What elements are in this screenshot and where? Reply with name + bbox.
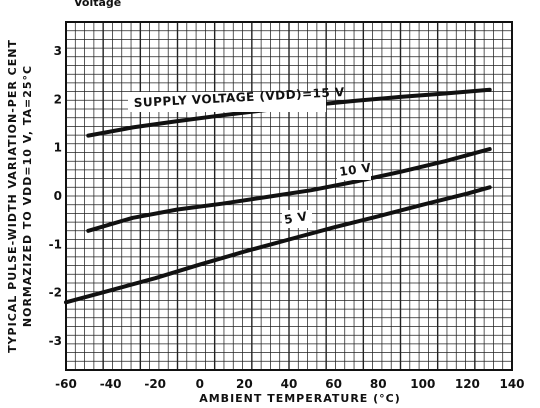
y-tick-label: 3 [54, 44, 62, 58]
x-tick-label: 60 [325, 377, 342, 391]
series-label-5v: 5 V [283, 209, 309, 227]
plot-frame [65, 21, 513, 371]
y-axis-label-line1: TYPICAL PULSE-WIDTH VARIATION-PER CENT [6, 39, 19, 353]
label-bg-10v [337, 162, 371, 180]
label-bg-15v [128, 92, 326, 112]
series-label-10v: 10 V [338, 161, 372, 179]
y-tick-labels: 3 2 1 0 -1 -2 -3 [49, 44, 62, 348]
x-tick-label: -60 [55, 377, 77, 391]
x-tick-label: 80 [370, 377, 387, 391]
chart-grid [66, 22, 512, 370]
y-tick-label: 2 [54, 92, 62, 106]
y-tick-label: 1 [54, 141, 62, 155]
x-tick-label: -40 [100, 377, 122, 391]
y-tick-label: -2 [49, 286, 62, 300]
series-line-1 [86, 147, 492, 233]
x-tick-labels: -60 -40 -20 0 20 40 60 80 100 120 140 [55, 377, 524, 391]
x-tick-label: 20 [236, 377, 253, 391]
series-line-2 [64, 185, 492, 305]
x-tick-label: 0 [196, 377, 204, 391]
x-tick-label: -20 [144, 377, 166, 391]
y-tick-label: -1 [49, 237, 62, 251]
top-fragment-text: Voltage [74, 0, 121, 9]
x-tick-label: 100 [410, 377, 435, 391]
label-bg-5v [282, 210, 312, 228]
x-axis-label: AMBIENT TEMPERATURE (°C) [199, 392, 401, 405]
x-tick-label: 140 [499, 377, 524, 391]
y-axis-label-line2: NORMAZIZED TO VDD=10 V, TA=25°C [21, 65, 34, 327]
y-tick-label: -3 [49, 334, 62, 348]
y-tick-label: 0 [54, 189, 62, 203]
x-tick-label: 40 [281, 377, 298, 391]
x-tick-label: 120 [455, 377, 480, 391]
